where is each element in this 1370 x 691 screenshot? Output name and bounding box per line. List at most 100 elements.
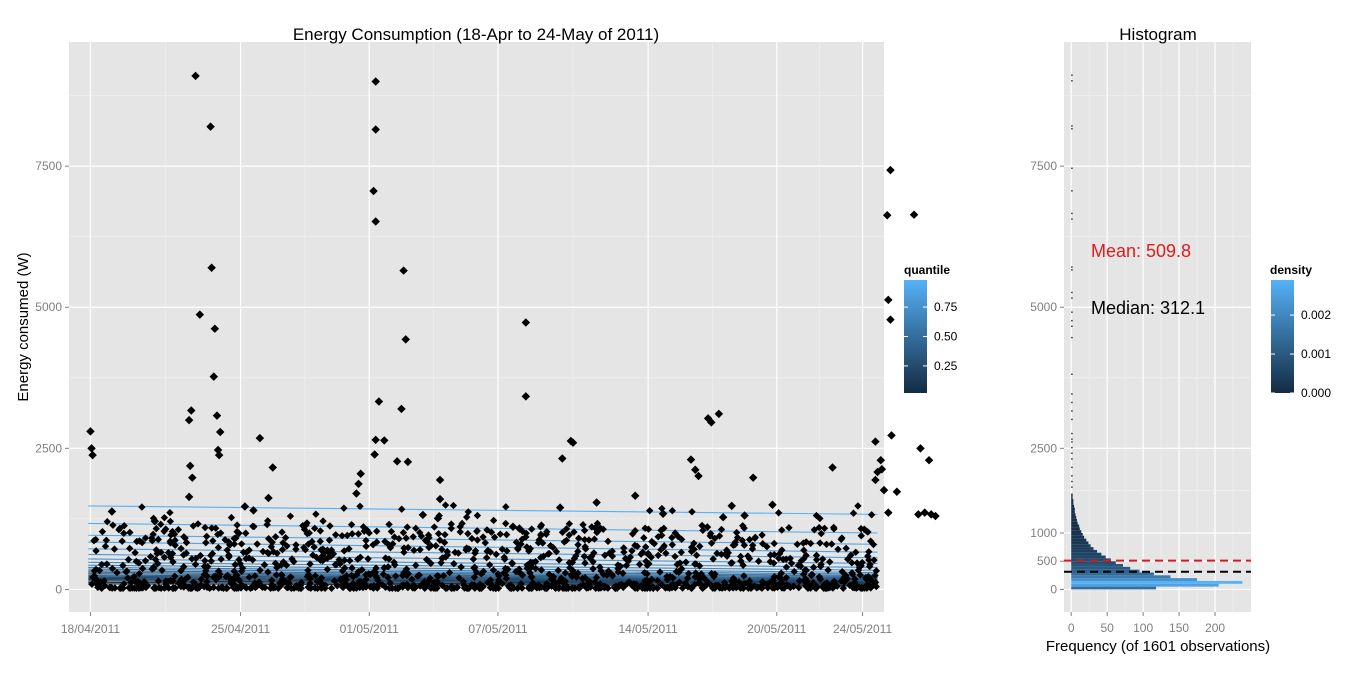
data-point-dense [797,562,805,570]
data-point-dense [870,556,878,564]
data-point-dense [296,581,305,590]
histogram-bar [1071,566,1131,570]
data-point-dense [562,525,571,533]
data-point-dense [470,582,478,590]
data-point-dense [737,552,745,561]
data-point-dense [692,551,701,559]
data-point [371,435,380,445]
data-point-dense [728,577,736,585]
data-point-dense [347,571,356,580]
data-point-dense [809,563,818,571]
data-point [727,501,736,511]
data-point-dense [260,561,269,569]
histogram-x-axis-label: Frequency (of 1601 observations) [1046,638,1270,655]
data-point [886,165,895,175]
histogram-tail-bar [1071,336,1073,339]
data-point-dense [687,584,696,592]
data-point-dense [180,533,188,541]
data-point-dense [130,584,139,592]
data-point-dense [565,520,574,528]
data-point-dense [92,565,100,574]
data-point-dense [226,575,234,583]
data-point-dense [808,570,816,579]
histogram-bar [1071,504,1075,508]
data-point-dense [256,566,264,574]
data-point-dense [402,534,410,542]
data-point-dense [849,509,858,517]
data-point-dense [535,583,544,592]
data-point-dense [238,564,247,572]
data-point-dense [216,570,224,578]
data-point-dense [596,580,605,588]
data-point-dense [703,523,711,531]
data-point [740,511,749,520]
data-point-dense [853,559,861,567]
data-point-dense [343,531,351,540]
quantile-legend-label: 0.25 [934,359,958,373]
data-point-dense [751,533,759,542]
data-point [924,455,934,465]
mean-annotation: Mean: 509.8 [1091,241,1191,261]
histogram-tail-bar [1071,393,1073,395]
data-point-dense [537,553,545,562]
histogram-bar [1071,507,1075,511]
data-point-dense [456,523,464,531]
data-point-dense [549,576,557,584]
data-point-dense [646,506,654,515]
data-point-dense [758,584,766,592]
data-point-dense [326,522,334,530]
histogram-bar [1071,501,1074,505]
data-point-dense [758,578,767,586]
data-point-dense [177,581,186,589]
histogram-bar [1071,530,1082,533]
data-point-dense [450,560,458,568]
quantile-legend-label: 0.75 [934,300,958,314]
data-point-dense [782,563,791,571]
histogram-tail-bar [1071,466,1073,469]
data-point-dense [441,501,450,509]
data-point-dense [800,546,808,554]
data-point-dense [820,584,828,592]
data-point-dense [578,574,587,583]
data-point-dense [504,565,512,573]
data-point [191,71,200,81]
data-point-dense [196,551,205,560]
x-tick-label: 0 [1068,621,1075,635]
data-point [691,465,700,475]
data-point-dense [316,527,325,535]
histogram-tail-bar [1071,458,1073,460]
data-point [521,318,531,327]
data-point-dense [259,547,267,556]
data-point-dense [552,548,561,556]
data-point-dense [614,568,622,576]
data-point-dense [189,522,198,530]
data-point [558,454,567,463]
histogram-tail-bar [1071,266,1073,268]
data-point-dense [819,555,827,563]
data-point [392,457,402,466]
quantile-line [88,541,878,553]
data-point-dense [479,533,487,541]
data-point-dense [453,583,462,592]
data-point-dense [282,577,290,586]
data-point-dense [483,526,491,534]
data-point-dense [555,556,563,564]
data-point-dense [278,528,286,536]
data-point-dense [253,540,261,548]
data-point-dense [673,560,681,569]
data-point-dense [245,546,253,554]
data-point-dense [675,568,683,577]
data-point-dense [273,563,281,572]
data-point-dense [562,581,570,589]
data-point-dense [429,584,438,592]
data-point-dense [711,570,719,578]
data-point-dense [456,528,464,536]
data-point-dense [281,534,290,542]
data-point-dense [152,524,160,533]
data-point-dense [534,539,543,547]
data-point-dense [214,530,222,539]
data-point-dense [451,548,459,557]
data-point-dense [212,575,220,584]
data-point-dense [776,579,784,587]
data-point-dense [264,568,272,576]
